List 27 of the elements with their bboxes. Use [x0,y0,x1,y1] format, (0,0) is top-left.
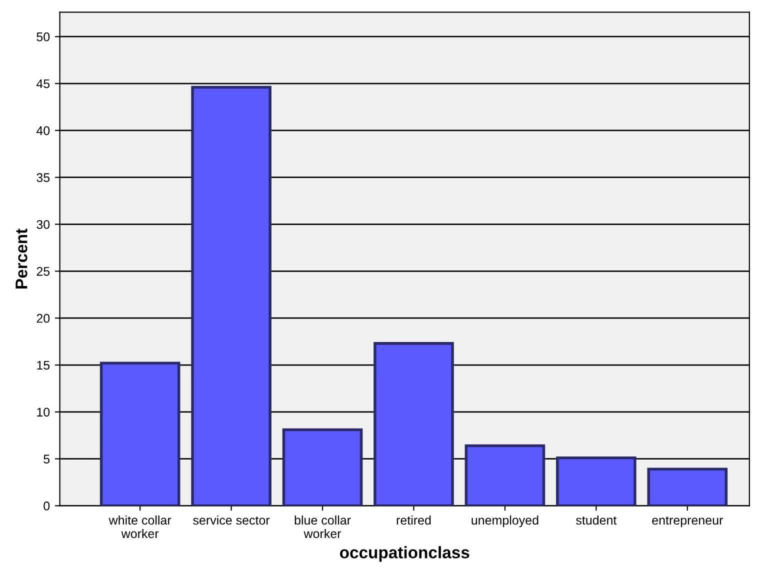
x-tick-label: retired [396,515,431,525]
x-tick-label: student [576,515,617,525]
bar [191,86,272,506]
bar [374,342,454,506]
y-tick-label: 20 [36,314,50,323]
y-axis-title: Percent [16,228,28,288]
bar [556,456,636,506]
x-tick-label: service sector [193,515,270,525]
x-axis-title: occupationclass [340,546,470,562]
y-tick-label: 40 [36,126,50,136]
bar [100,362,180,506]
y-tick-label: 50 [36,32,50,42]
y-tick-label: 10 [37,408,50,417]
y-tick-label: 45 [36,79,50,88]
y-tick-label: 5 [44,454,50,464]
y-tick-label: 35 [36,173,50,182]
y-tick-label: 0 [44,502,50,510]
bar [464,444,546,506]
x-tick-label: white collar worker [108,515,172,538]
x-tick-label: entrepreneur [652,516,723,528]
y-tick-label: 15 [37,360,50,370]
x-tick-label: blue collar worker [294,515,351,538]
x-tick-label: unemployed [472,515,538,528]
y-tick-label: 30 [36,220,50,229]
bar [647,468,728,506]
y-tick-label: 25 [36,266,50,276]
bar [282,428,363,506]
